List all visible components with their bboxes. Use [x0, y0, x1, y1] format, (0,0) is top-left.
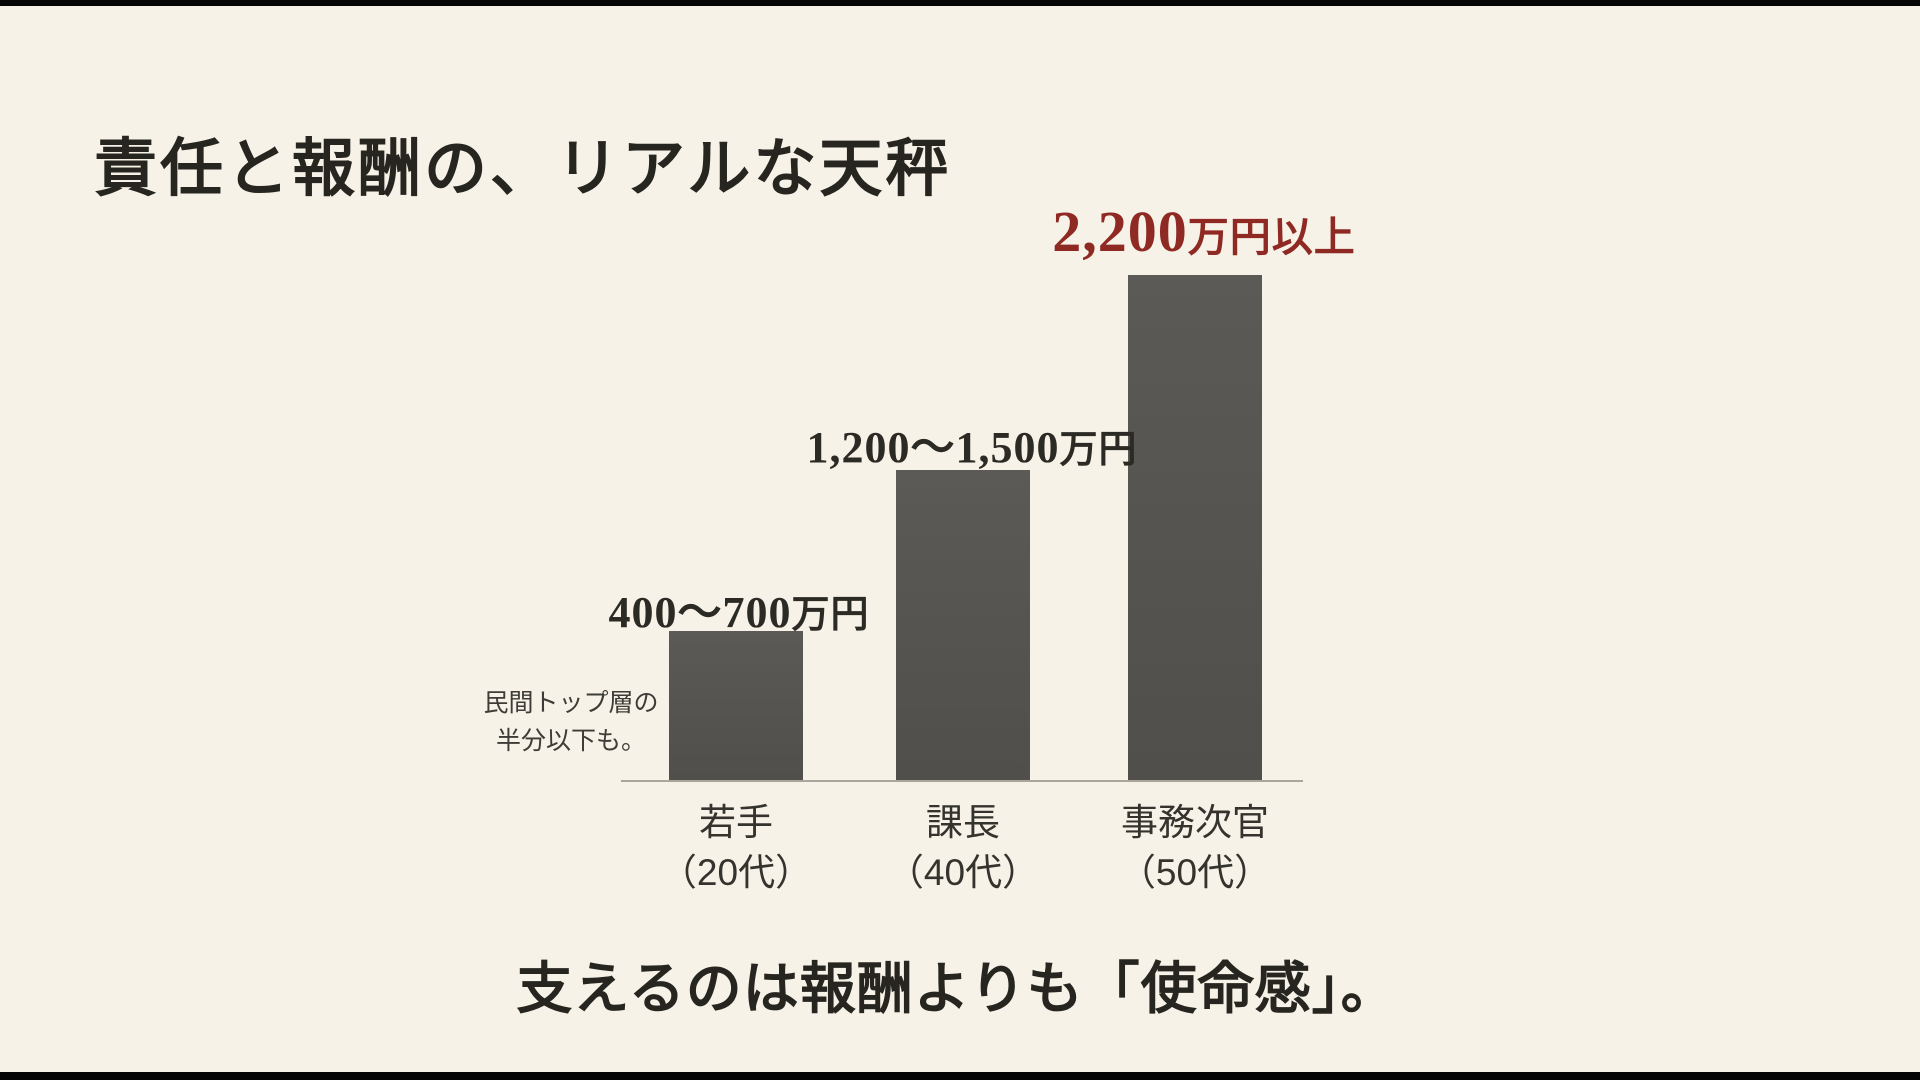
- x-axis-label-vice-minister: 事務次官 （50代）: [1119, 798, 1271, 898]
- value-label-section-chief: 1,200〜1,500万円: [806, 411, 1137, 475]
- value-number: 2,200: [1052, 199, 1188, 264]
- value-unit: 万円以上: [1187, 214, 1356, 260]
- letterbox-top: [0, 0, 1920, 6]
- annotation-line-1: 民間トップ層の: [483, 689, 659, 717]
- value-number: 400〜700: [608, 588, 792, 637]
- x-axis-label-young: 若手 （20代）: [660, 798, 812, 898]
- bar-chart: [0, 6, 1920, 781]
- value-label-young: 400〜700万円: [608, 576, 869, 640]
- value-number: 1,200〜1,500: [806, 423, 1060, 472]
- value-unit: 万円: [791, 594, 870, 636]
- annotation-line-2: 半分以下も。: [495, 727, 647, 755]
- category-age: （50代）: [1118, 852, 1272, 893]
- slide-canvas: 責任と報酬の、リアルな天秤 400〜700万円 1,200〜1,500万円 2,…: [0, 6, 1920, 1072]
- salary-bar-vice-minister: [1128, 275, 1262, 780]
- category-age: （40代）: [886, 852, 1040, 893]
- category-name: 若手: [699, 802, 773, 843]
- x-axis-line: [621, 780, 1303, 782]
- salary-bar-section-chief: [896, 470, 1030, 780]
- category-name: 事務次官: [1121, 802, 1269, 843]
- annotation-note: 民間トップ層の 半分以下も。: [483, 684, 658, 760]
- category-name: 課長: [926, 802, 1000, 843]
- footer-message: 支えるのは報酬よりも「使命感」。: [516, 957, 1398, 1020]
- salary-bar-young: [669, 631, 803, 780]
- letterbox-bottom: [0, 1072, 1920, 1080]
- x-axis-label-section-chief: 課長 （40代）: [887, 798, 1039, 898]
- category-age: （20代）: [659, 852, 813, 893]
- value-label-vice-minister-highlight: 2,200万円以上: [1052, 198, 1356, 265]
- value-unit: 万円: [1059, 429, 1138, 471]
- slide-title: 責任と報酬の、リアルな天秤: [94, 134, 952, 205]
